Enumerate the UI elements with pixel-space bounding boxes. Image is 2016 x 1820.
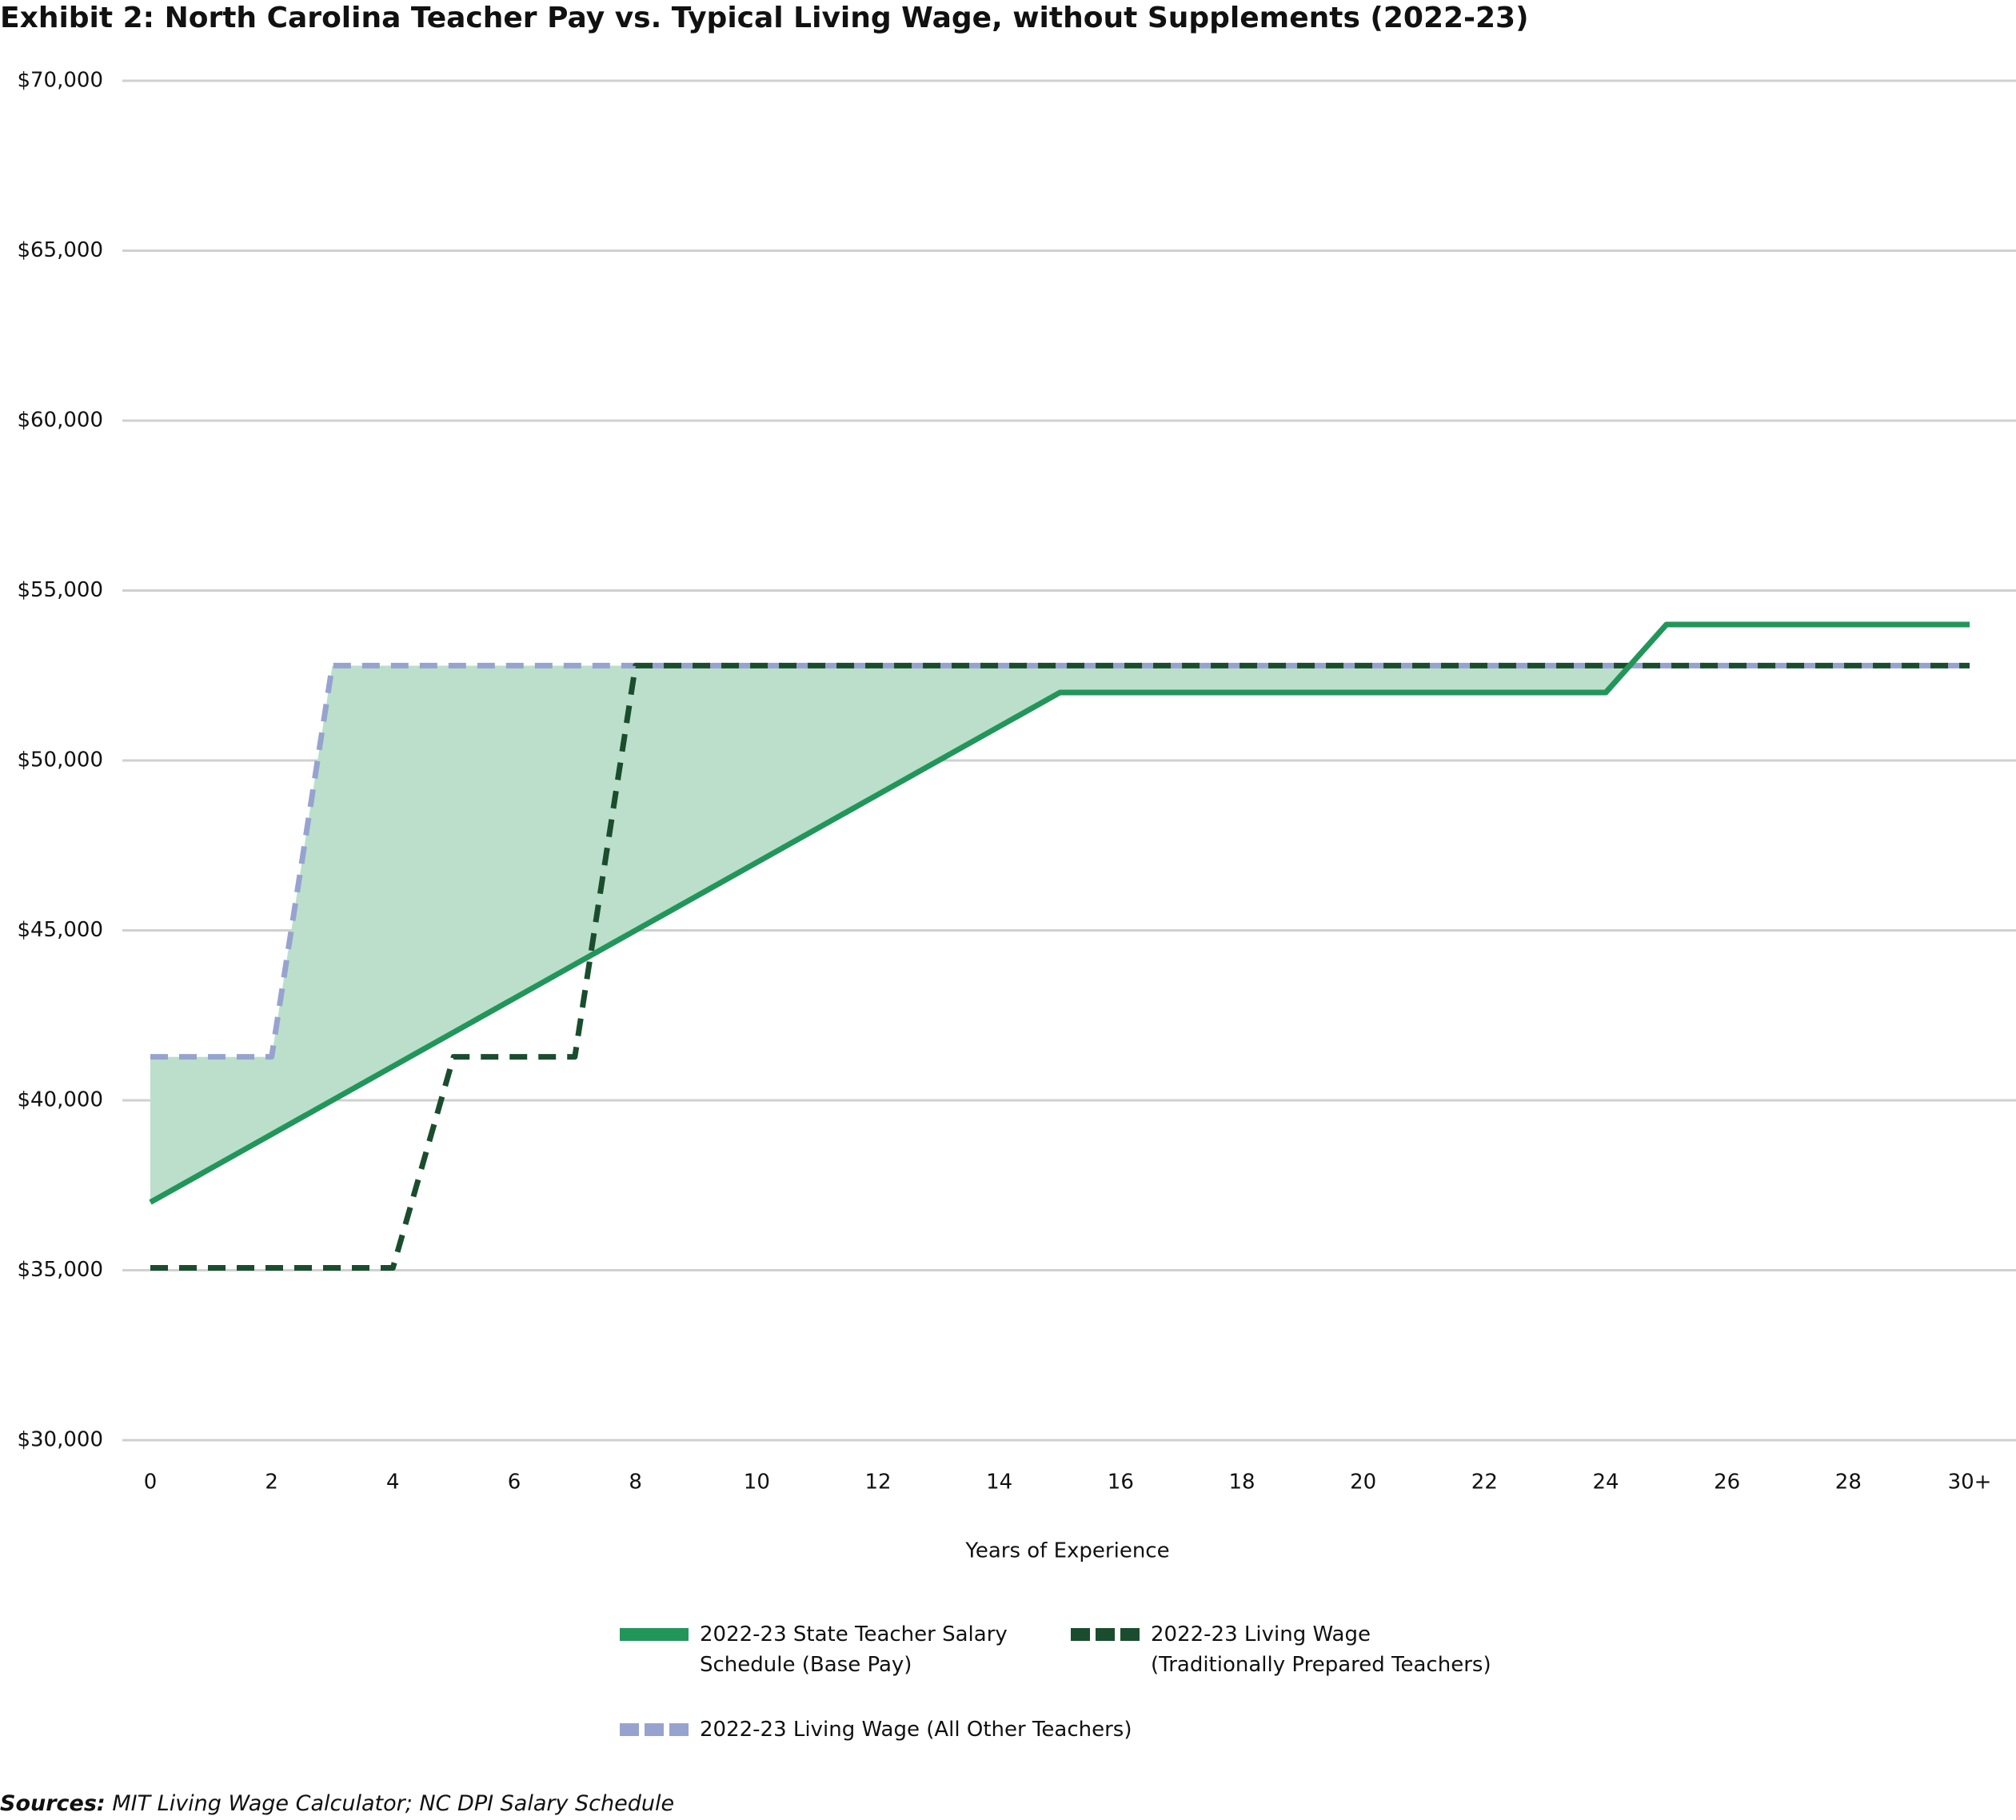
x-tick-label: 8 xyxy=(629,1471,642,1495)
y-tick-label: $30,000 xyxy=(17,1428,103,1452)
legend-swatch xyxy=(620,1723,689,1736)
x-tick-label: 10 xyxy=(744,1471,770,1495)
source-text: MIT Living Wage Calculator; NC DPI Salar… xyxy=(112,1791,675,1816)
legend-label: 2022-23 Living Wage (Traditionally Prepa… xyxy=(1151,1622,1491,1677)
x-axis-label: Years of Experience xyxy=(964,1539,1169,1563)
legend-label: 2022-23 Living Wage (All Other Teachers) xyxy=(700,1718,1132,1742)
x-tick-label: 6 xyxy=(508,1471,521,1495)
y-tick-label: $45,000 xyxy=(17,918,103,942)
legend-item: 2022-23 Living Wage (All Other Teachers) xyxy=(620,1714,1132,1745)
x-tick-label: 24 xyxy=(1592,1471,1619,1495)
chart-title: Exhibit 2: North Carolina Teacher Pay vs… xyxy=(0,2,1529,34)
y-tick-label: $50,000 xyxy=(17,748,103,772)
x-tick-label: 30+ xyxy=(1948,1471,1992,1495)
y-tick-label: $55,000 xyxy=(17,578,103,602)
legend-item: 2022-23 State Teacher Salary Schedule (B… xyxy=(620,1619,1028,1680)
x-tick-label: 20 xyxy=(1350,1471,1376,1495)
x-tick-label: 26 xyxy=(1714,1471,1740,1495)
legend-item: 2022-23 Living Wage (Traditionally Prepa… xyxy=(1071,1619,1495,1680)
legend-swatch xyxy=(620,1628,689,1641)
x-tick-label: 14 xyxy=(986,1471,1012,1495)
x-tick-label: 18 xyxy=(1228,1471,1255,1495)
x-tick-label: 16 xyxy=(1108,1471,1134,1495)
x-tick-label: 22 xyxy=(1471,1471,1498,1495)
y-tick-label: $65,000 xyxy=(17,238,103,262)
x-tick-label: 12 xyxy=(864,1471,891,1495)
x-tick-label: 0 xyxy=(144,1471,158,1495)
series-line xyxy=(150,662,1970,1271)
y-tick-label: $60,000 xyxy=(17,409,103,433)
y-tick-label: $35,000 xyxy=(17,1258,103,1282)
x-tick-label: 2 xyxy=(265,1471,278,1495)
legend-swatch xyxy=(1071,1628,1140,1641)
x-tick-label: 28 xyxy=(1835,1471,1862,1495)
y-tick-label: $40,000 xyxy=(17,1088,103,1112)
source-label: Sources: xyxy=(0,1791,106,1816)
legend-label: 2022-23 State Teacher Salary Schedule (B… xyxy=(700,1622,1008,1677)
sources: Sources: MIT Living Wage Calculator; NC … xyxy=(0,1791,674,1816)
y-tick-label: $70,000 xyxy=(17,69,103,93)
series-line xyxy=(149,621,1970,1205)
series-line xyxy=(150,662,1970,1060)
gap-area xyxy=(150,665,1970,1203)
x-tick-label: 4 xyxy=(386,1471,400,1495)
